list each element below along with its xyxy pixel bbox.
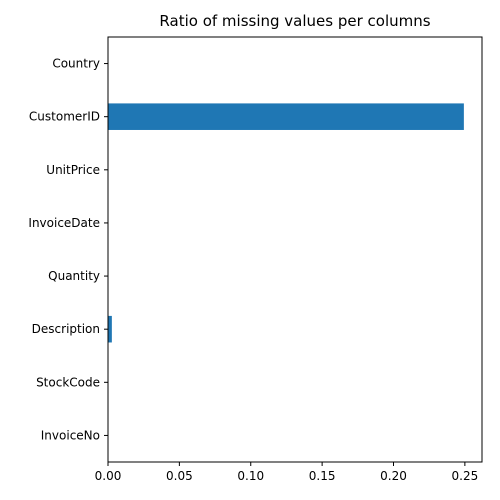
x-tick-label: 0.25 xyxy=(452,469,479,483)
plot-area-border xyxy=(107,36,483,463)
y-tick-label: InvoiceDate xyxy=(28,216,100,230)
x-tick-label: 0.10 xyxy=(237,469,264,483)
y-tick-label: InvoiceNo xyxy=(41,428,100,442)
y-tick-label: UnitPrice xyxy=(46,163,100,177)
x-tick-label: 0.15 xyxy=(309,469,336,483)
bar-description xyxy=(108,315,112,343)
y-tick-label: CustomerID xyxy=(29,110,100,124)
plot-frame xyxy=(107,36,483,463)
x-axis: 0.00 0.05 0.10 0.15 0.20 0.25 xyxy=(95,462,479,483)
bars-group xyxy=(108,103,464,343)
x-tick-label: 0.20 xyxy=(380,469,407,483)
x-tick-label: 0.05 xyxy=(166,469,193,483)
y-tick-label: Country xyxy=(52,57,100,71)
y-axis: InvoiceNo StockCode Description Quantity Inv… xyxy=(28,57,108,442)
bar-customerid xyxy=(108,103,464,130)
chart-title: Ratio of missing values per columns xyxy=(159,12,430,30)
y-tick-label: Quantity xyxy=(48,269,100,283)
x-tick-label: 0.00 xyxy=(95,469,122,483)
y-tick-label: StockCode xyxy=(36,375,100,389)
y-tick-label: Description xyxy=(32,322,100,336)
